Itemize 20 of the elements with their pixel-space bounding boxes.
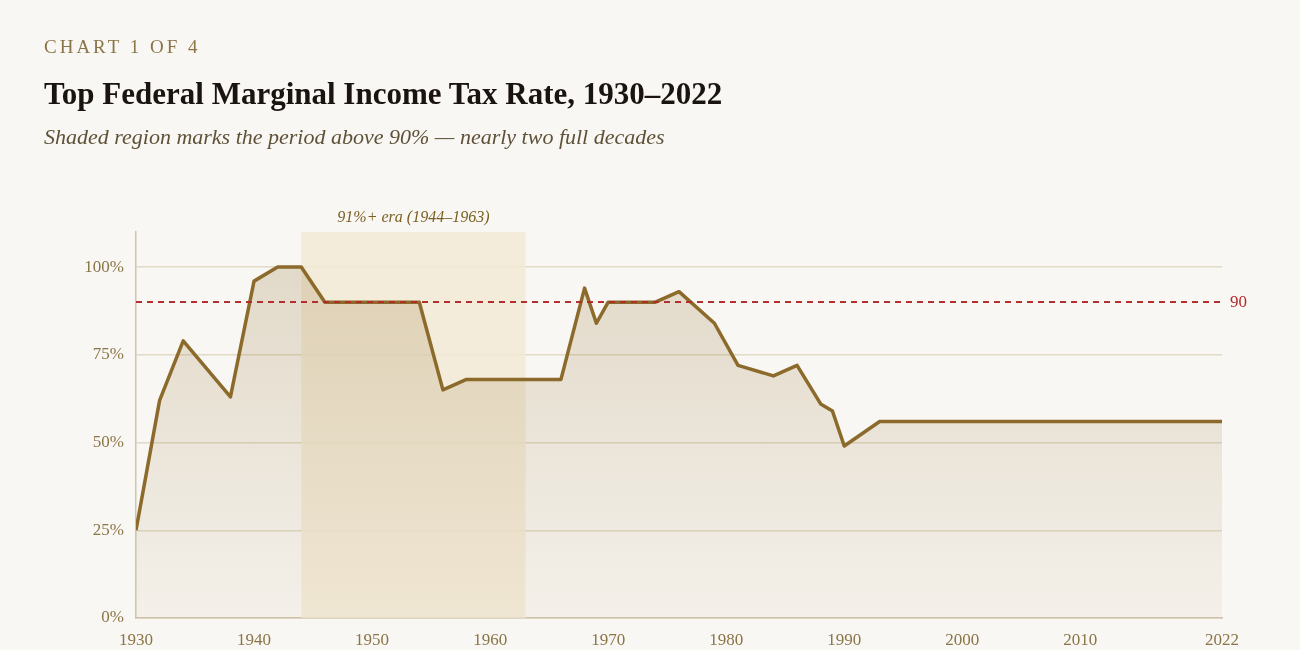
x-tick-label: 1980 (709, 629, 744, 649)
caption: CHART 1 OF 4 (44, 36, 201, 58)
band-label: 91%+ era (1944–1963) (337, 208, 490, 227)
y-tick-label: 75% (92, 344, 124, 364)
x-tick-label: 1950 (355, 629, 390, 649)
y-tick-label: 25% (92, 519, 124, 539)
x-tick-label: 1990 (827, 629, 862, 649)
x-tick-label: 2000 (945, 629, 980, 649)
ref-line-label: 90 (1230, 291, 1247, 311)
y-tick-label: 0% (101, 607, 124, 627)
y-tick-label: 50% (92, 432, 124, 452)
x-tick-label: 1960 (473, 629, 508, 649)
x-tick-label: 1970 (591, 629, 626, 649)
chart-title: Top Federal Marginal Income Tax Rate, 1930–2022 (44, 76, 723, 112)
chart-subtitle: Shaded region marks the period above 90% — nearly two full decades (44, 124, 665, 150)
x-tick-label: 1940 (237, 629, 272, 649)
x-tick-label: 2010 (1063, 629, 1098, 649)
x-tick-label: 2022 (1205, 629, 1239, 649)
x-tick-label: 1930 (119, 629, 153, 649)
y-tick-label: 100% (84, 256, 124, 276)
